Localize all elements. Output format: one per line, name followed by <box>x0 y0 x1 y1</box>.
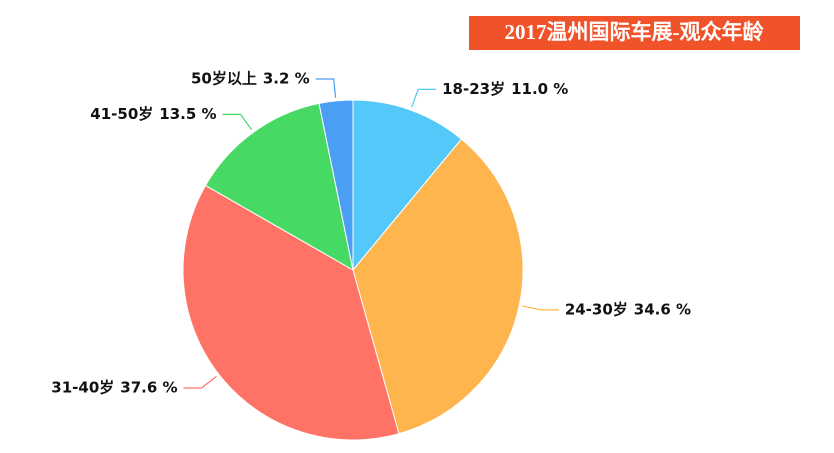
category-label: 31-40岁 <box>51 379 114 397</box>
leader-line <box>183 375 217 389</box>
pie-slice <box>352 138 524 435</box>
chart-title: 2017温州国际车展-观众年龄 <box>505 20 765 44</box>
category-label: 18-23岁 <box>442 80 505 98</box>
value-label: 37.6 % <box>120 379 177 397</box>
value-label: 13.5 % <box>159 105 216 123</box>
pie-slice <box>352 99 463 272</box>
pie-slice <box>318 99 354 271</box>
leader-line <box>222 113 253 131</box>
value-label: 34.6 % <box>634 300 691 318</box>
title-box <box>469 16 800 50</box>
value-label: 11.0 % <box>511 80 568 98</box>
category-label: 50岁以上 <box>191 69 257 87</box>
pie-slice <box>182 184 400 441</box>
category-label: 41-50岁 <box>90 105 153 123</box>
pie-slice <box>204 102 354 271</box>
value-label: 3.2 % <box>263 69 310 87</box>
leader-line <box>522 305 559 311</box>
leader-line <box>315 78 337 98</box>
leader-line <box>411 88 437 108</box>
category-label: 24-30岁 <box>565 300 628 318</box>
